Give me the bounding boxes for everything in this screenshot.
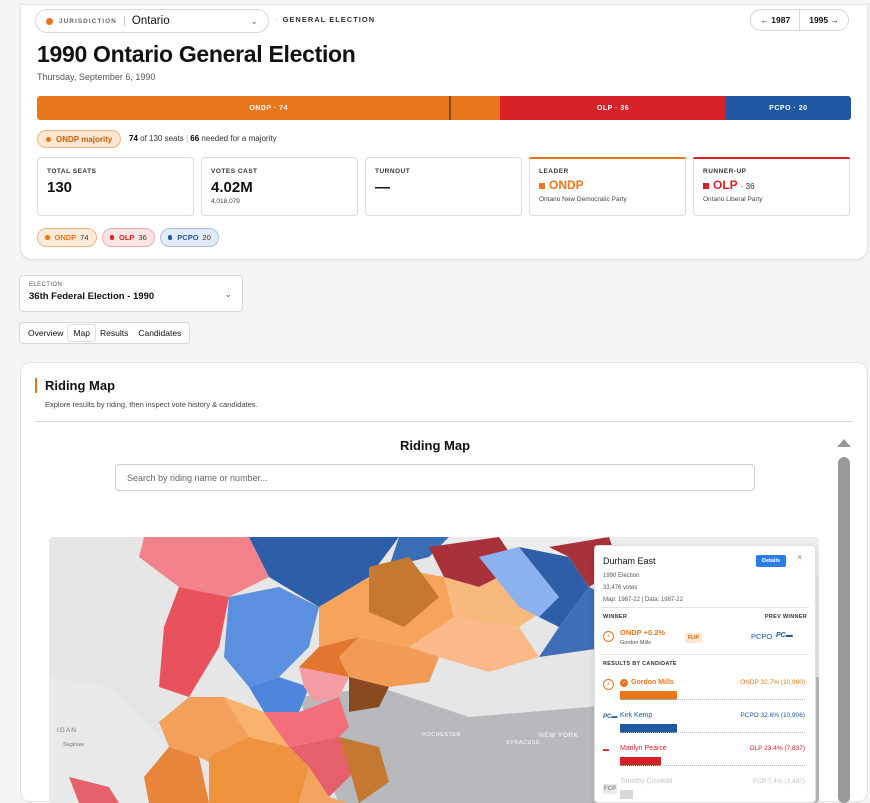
seat-bar-segment-ondp[interactable]: ONDP · 74 [37,96,501,120]
candidate-vote-bar [620,691,678,700]
olp-logo-icon: ▬ [603,747,609,753]
view-tabs: Overview Map Results Candidates [19,322,191,344]
candidate-row[interactable]: PC▬ Kirk Kemp PCPO 32.6% (10,906) [603,712,811,742]
winner-party: ONDP +0.2% [620,628,666,637]
seat-bar-segment-olp[interactable]: OLP · 36 [500,96,726,120]
tab-overview[interactable]: Overview [28,328,64,338]
map-label-syracuse: SYRACUSE [506,740,541,746]
year-navigation: ← 1987 1995 → [750,9,849,31]
candidate-row[interactable]: ⚡ ✓ Gordon Mills ONDP 32.7% (10,960) [603,679,811,709]
divider [601,607,809,608]
map-label-new-york: NEW YORK [539,732,579,739]
prev-election-button[interactable]: ← 1987 [760,15,791,25]
majority-info: 74 of 130 seats | 66 needed for a majori… [129,134,277,143]
runnerup-party-name: Ontario Liberal Party [703,196,763,203]
seat-bar-segment-pcpo[interactable]: PCPO · 20 [725,96,851,120]
candidate-row[interactable]: FCP Timothy Crookall FCP 7.4% (2,487) [603,778,811,802]
tab-candidates[interactable]: Candidates [138,328,182,338]
candidate-result: OLP 23.4% (7,837) [749,745,805,752]
party-chip-pcpo[interactable]: PCPO 20 [159,228,219,247]
election-header-card: JURISDICTION Ontario ⌄ · GENERAL ELECTIO… [20,4,868,260]
election-type-label: · GENERAL ELECTION [276,15,376,24]
riding-search-input[interactable] [115,464,755,491]
party-chip-ondp[interactable]: ONDP 74 [37,228,97,247]
vote-track [620,699,805,700]
stat-votes-cast: VOTES CAST 4.02M 4,018,079 [201,157,358,216]
map-title: Riding Map [399,438,471,453]
divider [123,16,125,26]
stat-cards: TOTAL SEATS 130 VOTES CAST 4.02M 4,018,0… [37,157,850,216]
vote-track [620,732,805,733]
majority-threshold-line [449,96,451,120]
party-chips: ONDP 74 OLP 36 PCPO 20 [37,228,219,247]
stat-total-seats: TOTAL SEATS 130 [37,157,194,216]
jurisdiction-label: JURISDICTION [59,17,117,25]
stat-runner-up: RUNNER-UP OLP · 36 Ontario Liberal Party [693,157,850,216]
flip-badge: FLIP [685,633,702,643]
election-date: Thursday, September 6, 1990 [37,72,156,82]
candidate-name: Marilyn Pearce [620,745,667,752]
pc-logo-icon: PC▬ [776,632,793,639]
section-title: Riding Map [35,378,115,393]
candidate-name: Kirk Kemp [620,712,653,719]
details-button[interactable]: Details [756,555,787,567]
candidate-vote-bar [620,757,661,766]
tab-results[interactable]: Results [99,328,129,338]
riding-map-card: Riding Map Explore results by riding, th… [20,362,868,803]
status-dot [46,17,53,25]
candidate-name: ✓ Gordon Mills [620,679,674,687]
winner-name: Gordon Mills [620,640,651,646]
leader-party-name: Ontario New Democratic Party [539,196,627,203]
chevron-down-icon: ⌄ [224,289,232,299]
candidate-vote-bar [620,790,633,799]
leader-party: ONDP [549,178,584,192]
candidate-vote-bar [620,724,678,733]
chevron-down-icon: ⌄ [250,15,258,26]
election-select-value: 36th Federal Election - 1990 [29,291,155,302]
candidate-result: FCP 7.4% (2,487) [753,778,805,785]
tab-map[interactable]: Map [68,325,95,341]
winner-label: WINNER [603,614,628,620]
riding-meta: 1990 Election 33,476 votes Map: 1987-22 … [603,573,683,603]
divider [601,654,809,655]
next-election-button[interactable]: 1995 → [799,10,848,30]
section-subtitle: Explore results by riding, then inspect … [45,400,258,409]
divider [35,421,853,422]
jurisdiction-select[interactable]: JURISDICTION Ontario ⌄ [35,9,269,33]
scrollbar-thumb[interactable] [838,457,850,803]
vote-track [620,765,805,766]
close-icon[interactable]: × [797,552,803,562]
ondp-logo-icon: ⚡ [603,679,614,690]
riding-name: Durham East [603,556,656,566]
candidate-row[interactable]: ▬ Marilyn Pearce OLP 23.4% (7,837) [603,745,811,775]
election-select-label: ELECTION [29,282,63,288]
map-label-igan: IGAN [57,727,77,734]
scroll-up-arrow[interactable] [837,439,851,447]
candidate-result: PCPO 32.6% (10,906) [740,712,805,719]
stat-turnout: TURNOUT — [365,157,522,216]
candidate-result: ONDP 32.7% (10,960) [740,679,805,686]
map-label-rochester: ROCHESTER [422,732,462,738]
map-label-saginaw: Saginaw [63,742,85,748]
majority-badge: ONDP majority [37,130,122,148]
election-select[interactable]: ELECTION 36th Federal Election - 1990 ⌄ [19,275,243,312]
prev-winner-party: PCPO [751,632,773,641]
seat-distribution-bar: ONDP · 74 OLP · 36 PCPO · 20 [37,96,851,120]
ondp-logo-icon: ⚡ [603,631,614,642]
party-chip-olp[interactable]: OLP 36 [101,228,155,247]
runnerup-party: OLP [713,178,738,192]
results-label: RESULTS BY CANDIDATE [603,661,677,667]
pc-logo-icon: PC▬ [603,714,618,720]
fcp-logo-icon: FCP [603,784,617,794]
page-title: 1990 Ontario General Election [37,41,356,67]
stat-leader: LEADER ONDP Ontario New Democratic Party [529,157,686,216]
jurisdiction-value: Ontario [131,15,170,27]
prev-winner-label: PREV WINNER [764,614,807,620]
candidate-name: Timothy Crookall [620,778,673,785]
riding-detail-popup: Durham East 1990 Election 33,476 votes M… [594,545,816,803]
